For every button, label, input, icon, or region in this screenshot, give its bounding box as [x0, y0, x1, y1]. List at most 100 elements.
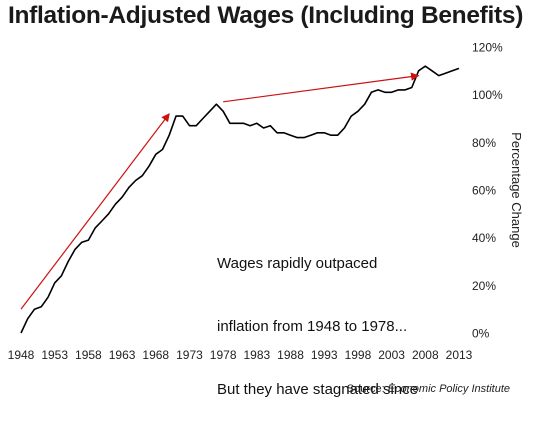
data-point: [148, 165, 150, 167]
data-point: [135, 180, 137, 182]
data-point: [337, 134, 339, 136]
data-point: [195, 125, 197, 127]
data-point: [445, 72, 447, 74]
data-point: [67, 261, 69, 263]
data-point: [20, 332, 22, 334]
data-point: [424, 65, 426, 67]
data-point: [202, 118, 204, 120]
x-tick-label: 1948: [8, 348, 35, 362]
x-tick-label: 1968: [142, 348, 169, 362]
data-point: [88, 239, 90, 241]
chart-annotation: Wages rapidly outpaced inflation from 19…: [217, 211, 418, 421]
data-point: [175, 115, 177, 117]
data-point: [189, 125, 191, 127]
data-point: [283, 132, 285, 134]
y-axis-label: Percentage Change: [509, 132, 524, 248]
data-point: [404, 89, 406, 91]
y-tick-label: 0%: [472, 327, 490, 341]
y-tick-label: 40%: [472, 231, 496, 245]
data-point: [61, 275, 63, 277]
data-point: [182, 115, 184, 117]
series-line-0: [20, 65, 460, 334]
data-point: [222, 110, 224, 112]
source-note: Source: Economic Policy Institute: [347, 383, 510, 395]
data-point: [108, 213, 110, 215]
y-tick-label: 80%: [472, 136, 496, 150]
data-point: [269, 125, 271, 127]
data-point: [391, 91, 393, 93]
x-tick-label: 1983: [243, 348, 270, 362]
data-point: [27, 318, 29, 320]
data-point: [303, 137, 305, 139]
data-point: [114, 203, 116, 205]
data-point: [40, 306, 42, 308]
data-point: [384, 91, 386, 93]
trend-arrow-2: [223, 72, 420, 103]
x-tick-label: 1953: [41, 348, 68, 362]
data-point: [34, 308, 36, 310]
y-tick-label: 120%: [472, 41, 503, 55]
data-point: [458, 68, 460, 70]
annotation-line-1: Wages rapidly outpaced: [217, 255, 378, 272]
data-point: [121, 196, 123, 198]
data-point: [74, 249, 76, 251]
data-point: [438, 75, 440, 77]
data-point: [330, 134, 332, 136]
y-tick-label: 100%: [472, 88, 503, 102]
data-point: [296, 137, 298, 139]
data-point: [216, 103, 218, 105]
data-point: [418, 70, 420, 72]
annotation-line-3: But they have stagnated since: [217, 381, 418, 398]
x-tick-label: 1978: [210, 348, 237, 362]
y-tick-label: 20%: [472, 279, 496, 293]
data-point: [290, 134, 292, 136]
x-tick-label: 1973: [176, 348, 203, 362]
x-tick-label: 1988: [277, 348, 304, 362]
x-tick-label: 1993: [311, 348, 338, 362]
data-point: [350, 115, 352, 117]
data-point: [81, 242, 83, 244]
source-label: Source:: [346, 383, 385, 395]
data-point: [236, 122, 238, 124]
x-tick-label: 2003: [378, 348, 405, 362]
data-point: [371, 91, 373, 93]
data-point: [377, 89, 379, 91]
data-point: [47, 296, 49, 298]
y-tick-label: 60%: [472, 184, 496, 198]
data-point: [256, 122, 258, 124]
data-point: [323, 132, 325, 134]
trend-arrow-1: [20, 113, 170, 310]
data-point: [249, 125, 251, 127]
data-point: [162, 149, 164, 151]
data-point: [94, 227, 96, 229]
data-point: [155, 153, 157, 155]
data-point: [168, 134, 170, 136]
data-point: [54, 282, 56, 284]
data-point: [398, 89, 400, 91]
source-publisher: Economic Policy Institute: [387, 383, 510, 395]
x-tick-label: 1958: [75, 348, 102, 362]
x-tick-label: 2013: [446, 348, 473, 362]
data-point: [243, 122, 245, 124]
data-point: [411, 87, 413, 89]
data-point: [276, 132, 278, 134]
data-point: [141, 175, 143, 177]
data-point: [229, 122, 231, 124]
data-point: [364, 103, 366, 105]
data-point: [357, 110, 359, 112]
data-point: [101, 220, 103, 222]
data-point: [128, 187, 130, 189]
data-point: [209, 110, 211, 112]
data-point: [317, 132, 319, 134]
x-tick-label: 1998: [345, 348, 372, 362]
data-point: [451, 70, 453, 72]
x-tick-label: 2008: [412, 348, 439, 362]
chart-title: Inflation-Adjusted Wages (Including Bene…: [8, 2, 524, 29]
x-tick-label: 1963: [109, 348, 136, 362]
data-point: [431, 70, 433, 72]
data-point: [310, 134, 312, 136]
data-point: [263, 127, 265, 129]
annotation-line-2: inflation from 1948 to 1978...: [217, 318, 408, 335]
data-point: [344, 127, 346, 129]
